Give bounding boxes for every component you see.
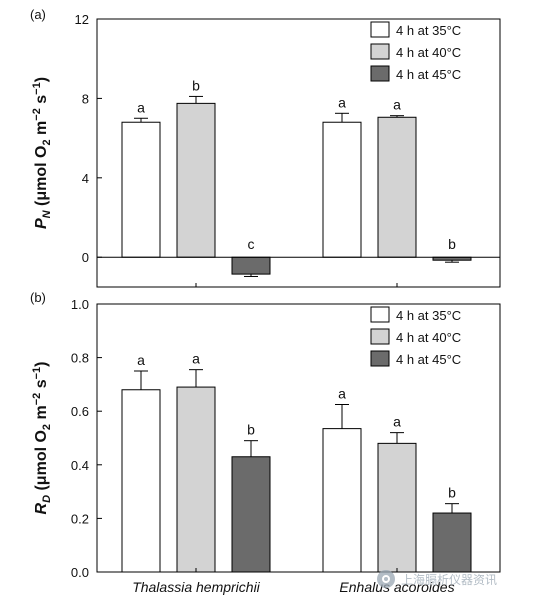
legend-label: 4 h at 35°C — [396, 308, 461, 323]
y-axis-label-part: P — [33, 218, 50, 229]
y-axis-label-part: ) — [33, 362, 50, 367]
y-axis-label-part: −2 — [31, 393, 43, 406]
y-tick-label: 0 — [82, 250, 89, 265]
y-axis-label-part: s — [33, 95, 50, 108]
significance-letter: a — [393, 97, 401, 113]
significance-letter: b — [247, 422, 255, 438]
bar — [231, 456, 271, 573]
y-axis-label-part: D — [41, 495, 53, 503]
significance-letter: a — [338, 94, 346, 110]
bar — [377, 116, 417, 258]
y-axis-label-part: −2 — [31, 108, 43, 121]
y-axis-label-part: m — [33, 405, 50, 424]
y-axis-label-part: −1 — [31, 367, 43, 380]
significance-letter: a — [338, 386, 346, 402]
y-axis-label-part: R — [33, 502, 50, 514]
y-axis-label-part: 2 — [41, 139, 53, 145]
bar — [121, 121, 161, 258]
legend-label: 4 h at 45°C — [396, 352, 461, 367]
bar — [322, 428, 362, 573]
watermark: 上海膈析仪器资讯 — [377, 568, 497, 590]
significance-letter: a — [137, 99, 145, 115]
bar — [121, 389, 161, 573]
legend-label: 4 h at 35°C — [396, 23, 461, 38]
y-tick-label: 0.0 — [71, 565, 89, 580]
y-tick-label: 0.6 — [71, 404, 89, 419]
y-axis-label-part: 2 — [41, 424, 53, 430]
y-axis-label-part: s — [33, 379, 50, 392]
panel-a: (a) a a b a c b 0 4 8 12 4 h at 35°C 4 h at 40°C 4 h … — [30, 7, 501, 288]
y-tick-label: 4 — [82, 171, 89, 186]
significance-letter: a — [137, 352, 145, 368]
legend-swatch — [370, 65, 390, 82]
x-tick-label: Enhalus acoroides — [339, 579, 454, 595]
legend-swatch — [370, 350, 390, 367]
legend-label: 4 h at 45°C — [396, 67, 461, 82]
y-tick-label: 0.8 — [71, 351, 89, 366]
legend-swatch — [370, 328, 390, 345]
significance-letter: a — [393, 414, 401, 430]
bar — [231, 256, 271, 275]
y-axis-label-part: (μmol O — [33, 430, 50, 495]
y-tick-label: 0.2 — [71, 511, 89, 526]
significance-letter: c — [248, 236, 255, 252]
y-axis-label-part: −1 — [31, 82, 43, 95]
legend-swatch — [370, 43, 390, 60]
y-axis-label-part: ) — [33, 77, 50, 82]
bar — [432, 512, 472, 573]
watermark-text: 上海膈析仪器资讯 — [401, 572, 498, 587]
wechat-logo-icon — [377, 570, 395, 588]
bar — [377, 442, 417, 573]
bar — [176, 386, 216, 573]
legend-label: 4 h at 40°C — [396, 330, 461, 345]
legend-label: 4 h at 40°C — [396, 45, 461, 60]
y-axis-label: PN (μmol O2 m−2 s−1) — [31, 77, 53, 229]
bar — [322, 121, 362, 258]
y-axis-label-part: m — [33, 121, 50, 140]
plot-frame — [96, 303, 501, 573]
significance-letter: b — [448, 485, 456, 501]
significance-letter: b — [448, 236, 456, 252]
panel-b: (b) a a a a b b 0.0 0.2 0.4 0.6 0.8 1.0 Thalassia hem… — [30, 290, 501, 595]
y-axis-label-part: N — [41, 209, 53, 218]
panel-label: (a) — [30, 7, 46, 22]
y-tick-label: 12 — [75, 12, 89, 27]
panel-label: (b) — [30, 290, 46, 305]
significance-letter: a — [192, 351, 200, 367]
plot-frame — [96, 18, 501, 288]
y-axis-label: RD (μmol O2 m−2 s−1) — [31, 362, 53, 515]
legend-swatch — [370, 306, 390, 323]
legend-swatch — [370, 21, 390, 38]
y-tick-label: 1.0 — [71, 297, 89, 312]
significance-letter: b — [192, 77, 200, 93]
y-tick-label: 8 — [82, 91, 89, 106]
y-tick-label: 0.4 — [71, 458, 89, 473]
y-axis-label-part: (μmol O — [33, 146, 50, 211]
x-tick-label: Thalassia hemprichii — [132, 579, 260, 595]
bar — [176, 102, 216, 258]
